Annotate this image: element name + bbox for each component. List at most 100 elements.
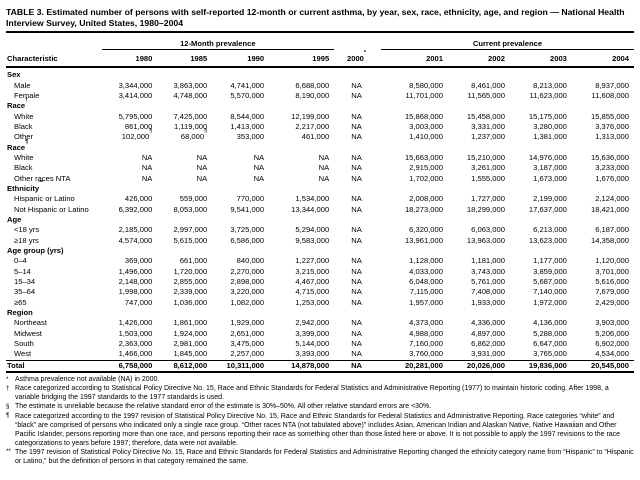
cell-value: 9,541,000 <box>230 204 265 214</box>
cell-value: 2,942,000 <box>295 318 330 328</box>
cell-value: 9,583,000 <box>295 235 330 245</box>
table-row: Northeast 1,426,000 1,861,000 1,929,000 2,94… <box>6 318 634 328</box>
cell-value: NA <box>253 152 265 162</box>
column-header-2003: 2003 <box>509 49 572 69</box>
row-label: 35–64 <box>14 287 36 297</box>
footnote-asterisk: * Asthma prevalence not available (NA) i… <box>6 375 634 384</box>
cell-value: NA <box>253 173 265 183</box>
footnote-symbol: ** <box>6 448 11 456</box>
cell-value: NA <box>351 256 362 266</box>
section-row: Region <box>6 308 634 318</box>
row-label: ≥65 <box>14 297 27 307</box>
cell-value: 1,119,000 <box>174 121 208 131</box>
cell-value: 2,363,000 <box>118 339 153 349</box>
column-header-1985: 1985 <box>157 49 213 69</box>
column-header-characteristic: Characteristic <box>6 49 102 69</box>
cell-value: 6,063,000 <box>471 225 505 235</box>
footnote-marker: § <box>149 128 153 135</box>
cell-value: NA <box>334 359 381 374</box>
cell-value: 6,048,000 <box>409 277 443 287</box>
group-header-spacer-2000 <box>334 33 381 50</box>
cell-value: NA <box>351 349 362 359</box>
table-row: Midwest 1,503,000 1,924,000 2,651,000 3,399,… <box>6 329 634 339</box>
table-row: Female 3,414,000 4,748,000 5,570,000 8,190,0… <box>6 91 634 101</box>
cell-value: 4,715,000 <box>295 287 330 297</box>
section-row: Sex <box>6 67 634 80</box>
cell-value: 3,760,000 <box>409 349 443 359</box>
cell-value: 1,861,000 <box>173 318 208 328</box>
cell-value: 8,937,000 <box>595 80 629 90</box>
column-header-2004: 2004 <box>571 49 634 69</box>
row-label: Ethnicity** <box>7 179 44 193</box>
cell-value: 1,702,000 <box>409 173 443 183</box>
cell-value: 6,647,000 <box>533 339 567 349</box>
column-header-1980: 1980 <box>101 49 158 69</box>
row-label: 5–14 <box>14 266 31 276</box>
cell-value: NA <box>196 173 208 183</box>
cell-value: 6,392,000 <box>118 204 153 214</box>
cell-value: 11,565,000 <box>467 90 505 100</box>
cell-value: 11,701,000 <box>405 90 443 100</box>
section-row: Ethnicity** <box>6 179 634 194</box>
cell-value: 5,795,000 <box>118 111 153 121</box>
cell-value: 13,963,000 <box>466 235 505 245</box>
cell-value: 8,213,000 <box>533 80 567 90</box>
row-label: Region <box>7 308 33 318</box>
cell-value: NA <box>351 132 362 142</box>
table-row: Hispanic or Latino 426,000 559,000 770,000 1… <box>6 194 634 204</box>
cell-value: 4,373,000 <box>409 318 443 328</box>
cell-value: NA <box>351 204 362 214</box>
column-header-2002: 2002 <box>447 49 510 69</box>
cell-value: 7,425,000 <box>173 111 208 121</box>
cell-value: 20,281,000 <box>380 359 448 374</box>
cell-value: 5,294,000 <box>295 225 330 235</box>
cell-value: 3,280,000 <box>533 121 567 131</box>
cell-value: 2,981,000 <box>173 339 208 349</box>
cell-value: 3,931,000 <box>471 349 505 359</box>
group-header-row: 12-Month prevalence Current prevalence <box>6 33 634 51</box>
cell-value: 2,148,000 <box>118 277 153 287</box>
cell-value: 68,000§ <box>180 128 208 142</box>
cell-value: 8,580,000 <box>409 80 443 90</box>
row-label: White <box>14 111 34 121</box>
cell-value: 6,320,000 <box>409 225 443 235</box>
cell-value: 2,185,000 <box>118 225 153 235</box>
footnote-symbol: † <box>6 384 10 392</box>
footnote-symbol: § <box>6 402 10 410</box>
cell-value: 1,555,000 <box>471 173 505 183</box>
footnote-marker: ¶ <box>25 138 29 145</box>
cell-value: 861,000 <box>124 121 153 131</box>
cell-value: 1,998,000 <box>118 287 153 297</box>
cell-value: 2,339,000 <box>173 287 208 297</box>
cell-value: 1,177,000 <box>533 256 567 266</box>
cell-value: 1,313,000 <box>595 132 629 142</box>
cell-value: 1,534,000 <box>295 194 330 204</box>
cell-value: NA <box>351 266 362 276</box>
cell-value: 7,115,000 <box>409 287 443 297</box>
cell-value: 6,586,000 <box>230 235 265 245</box>
table-header: 12-Month prevalence Current prevalence C… <box>6 33 634 69</box>
cell-value: 1,720,000 <box>173 266 208 276</box>
cell-value: 2,124,000 <box>595 194 629 204</box>
table-row: White NA NA NA NA NA 15,663,000 15,210,000 14,97… <box>6 153 634 163</box>
cell-value: NA <box>351 163 362 173</box>
table-title: TABLE 3. Estimated number of persons wit… <box>6 7 634 34</box>
cell-value: 7,140,000 <box>533 287 567 297</box>
row-label: ≥18 yrs <box>14 235 39 245</box>
cell-value: 3,859,000 <box>533 266 567 276</box>
cell-value: 8,544,000 <box>230 111 265 121</box>
column-header-1990: 1990 <box>212 49 270 69</box>
cell-value: 2,429,000 <box>595 297 629 307</box>
cell-value: 3,725,000 <box>230 225 265 235</box>
cell-value: 3,344,000 <box>118 80 153 90</box>
cell-value: NA <box>351 235 362 245</box>
cell-value: 4,574,000 <box>118 235 153 245</box>
cell-value: 4,748,000 <box>173 90 208 100</box>
cell-value: NA <box>318 163 330 173</box>
cell-value: 6,758,000 <box>101 359 158 374</box>
cell-value: 7,408,000 <box>471 287 505 297</box>
table-row: Not Hispanic or Latino 6,392,000 8,053,000… <box>6 205 634 215</box>
footnote-text: The 1997 revision of Statistical Policy … <box>15 448 634 465</box>
cell-value: 5,206,000 <box>595 328 629 338</box>
cell-value: 5,615,000 <box>173 235 208 245</box>
